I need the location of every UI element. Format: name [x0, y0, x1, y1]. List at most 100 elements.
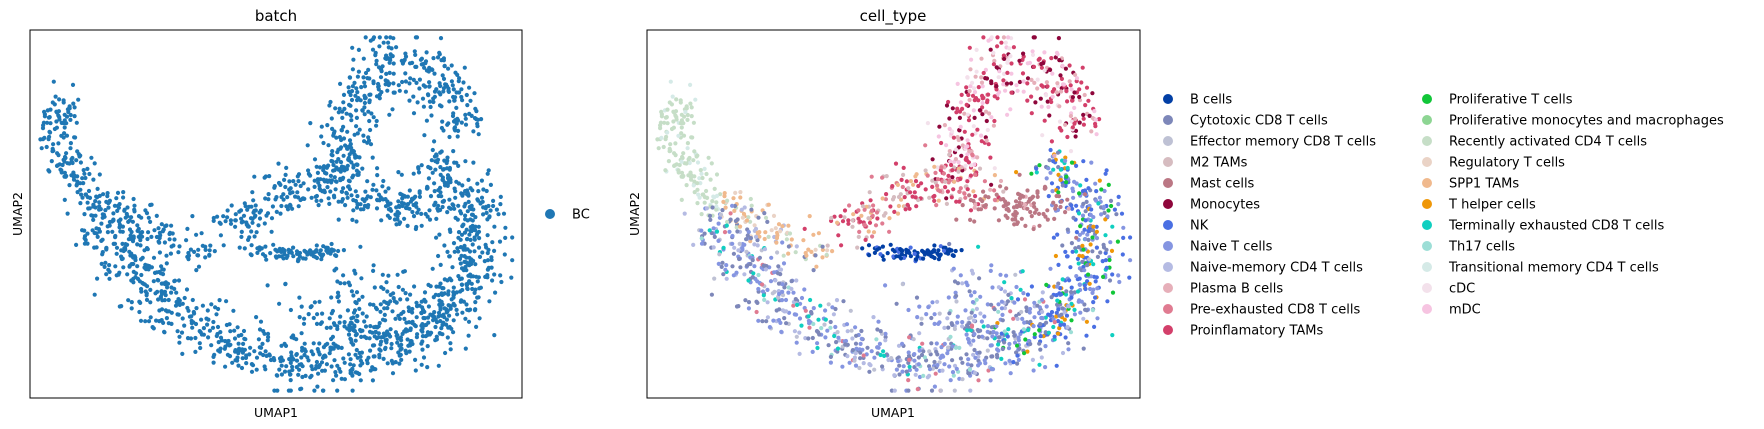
batch-point — [362, 84, 368, 89]
batch-point — [46, 137, 51, 142]
cell-type-point — [982, 179, 988, 184]
batch-point — [321, 252, 326, 257]
batch-point — [468, 237, 473, 242]
batch-point — [364, 358, 370, 363]
cell-type-point — [972, 172, 978, 177]
batch-point — [403, 71, 408, 76]
cell-type-point — [725, 198, 730, 203]
cell-type-point — [1016, 357, 1022, 362]
batch-point — [498, 202, 503, 207]
batch-point — [413, 357, 418, 362]
batch-point — [333, 370, 338, 375]
cell-type-point — [1097, 195, 1102, 200]
batch-point — [378, 348, 383, 353]
batch-point — [469, 281, 474, 286]
batch-point — [413, 324, 418, 329]
batch-point — [450, 113, 456, 119]
batch-point — [67, 183, 72, 188]
cell-type-point — [797, 351, 802, 356]
cell-type-point — [925, 121, 931, 126]
cell-type-point — [1073, 246, 1078, 251]
cell-type-point — [939, 345, 944, 350]
cell-type-point — [870, 213, 875, 218]
batch-point — [249, 253, 254, 258]
cell-type-point — [1020, 269, 1025, 274]
cell-type-point — [780, 240, 785, 245]
batch-point — [255, 250, 260, 255]
cell-type-point — [1028, 306, 1033, 312]
batch-point — [162, 329, 167, 334]
batch-point — [422, 309, 427, 314]
batch-point — [263, 349, 268, 354]
batch-point — [390, 309, 395, 314]
cell-type-point — [853, 351, 858, 356]
batch-point — [464, 192, 470, 197]
batch-point — [114, 273, 119, 278]
batch-point — [420, 96, 426, 101]
cell-type-point — [950, 106, 955, 111]
batch-point — [82, 228, 87, 233]
cell-type-point — [673, 153, 678, 158]
batch-point — [48, 130, 53, 135]
batch-point — [274, 209, 279, 214]
batch-point — [146, 230, 151, 235]
batch-point — [49, 159, 54, 164]
cell-type-point — [956, 169, 961, 174]
batch-point — [434, 153, 439, 158]
cell-type-point — [948, 334, 953, 339]
cell-type-point — [688, 82, 693, 87]
cell-type-point — [1043, 185, 1048, 191]
batch-point — [211, 215, 216, 221]
batch-point — [41, 120, 47, 125]
cell-type-point — [849, 328, 854, 333]
cell-type-legend-label: NK — [1190, 219, 1209, 234]
cell-type-point — [708, 177, 713, 182]
batch-point — [299, 331, 304, 336]
cell-type-point — [968, 198, 974, 203]
cell-type-point — [999, 306, 1005, 311]
batch-point — [465, 236, 470, 242]
batch-point — [355, 370, 360, 375]
cell-type-point — [958, 100, 964, 105]
cell-type-point — [989, 343, 994, 348]
cell-type-point — [1027, 196, 1032, 201]
batch-point — [254, 355, 260, 360]
batch-point — [216, 306, 221, 312]
cell-type-point — [930, 254, 935, 259]
cell-type-point — [980, 93, 985, 98]
batch-point — [451, 295, 456, 300]
batch-point — [446, 66, 451, 71]
cell-type-point — [1092, 109, 1097, 114]
batch-point — [179, 330, 185, 335]
batch-point — [258, 319, 264, 324]
cell-type-point — [996, 348, 1001, 353]
cell-type-point — [1058, 73, 1063, 78]
batch-point — [349, 89, 355, 94]
batch-point — [485, 217, 490, 222]
batch-point — [296, 204, 301, 209]
cell-type-point — [752, 264, 757, 269]
cell-type-point — [1040, 316, 1045, 321]
batch-point — [458, 245, 463, 250]
batch-point — [314, 164, 319, 169]
batch-point — [62, 125, 67, 130]
cell-type-point — [822, 322, 827, 327]
cell-type-point — [1054, 50, 1060, 55]
batch-point — [386, 201, 391, 206]
batch-point — [138, 238, 143, 243]
batch-point — [459, 232, 465, 237]
cell-type-point — [1012, 222, 1017, 227]
batch-point — [333, 106, 338, 111]
cell-type-point — [937, 320, 942, 325]
batch-point — [367, 336, 372, 341]
batch-point — [139, 272, 144, 278]
cell-type-point — [1070, 95, 1075, 100]
cell-type-point — [869, 349, 874, 354]
cell-type-point — [763, 215, 769, 220]
cell-type-point — [958, 124, 963, 129]
cell-type-point — [889, 388, 895, 393]
cell-type-legend-marker — [1163, 262, 1173, 272]
batch-point — [368, 302, 373, 307]
batch-point — [467, 85, 472, 90]
cell-type-point — [855, 245, 860, 250]
